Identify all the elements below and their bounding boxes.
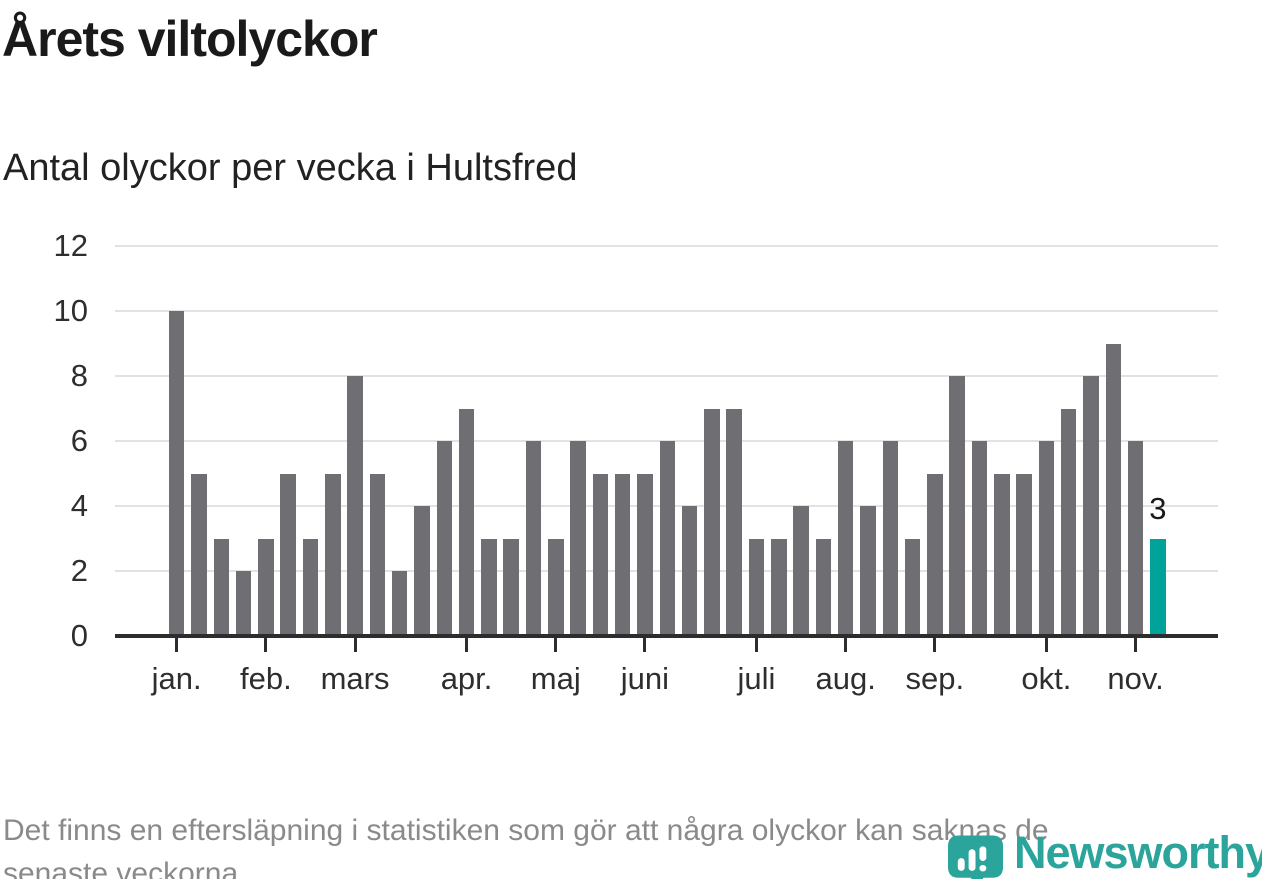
x-axis-tick <box>933 638 937 652</box>
bar <box>302 538 319 636</box>
bar <box>258 538 274 636</box>
bar <box>927 473 943 636</box>
x-axis-tick <box>175 638 179 652</box>
x-axis-month-label: maj <box>530 661 581 696</box>
bar <box>1016 473 1032 636</box>
y-axis-label: 2 <box>70 553 88 588</box>
newsworthy-pin-barchart-icon <box>947 835 1004 879</box>
bar <box>681 506 698 636</box>
y-axis-label: 0 <box>70 618 88 653</box>
bar <box>1127 441 1144 636</box>
bar <box>860 506 876 636</box>
x-axis-tick <box>1044 638 1048 652</box>
footnote: Det finns en eftersläpning i statistiken… <box>3 809 1253 879</box>
bar <box>280 473 296 636</box>
bar <box>503 538 519 636</box>
x-axis-month-label: aug. <box>815 661 876 696</box>
y-axis-label: 10 <box>53 293 88 328</box>
bar <box>837 441 854 636</box>
footnote-line: senaste veckorna. <box>3 857 247 879</box>
newsworthy-wordmark: Newsworthy <box>1014 827 1262 878</box>
bar <box>592 473 609 636</box>
x-axis-tick <box>353 638 357 652</box>
bar <box>1038 441 1055 636</box>
bar <box>726 408 742 636</box>
x-axis-line <box>115 634 1218 638</box>
x-axis-month-label: mars <box>320 661 390 696</box>
bar <box>659 441 675 636</box>
footnote-line: Det finns en eftersläpning i statistiken… <box>3 814 1049 847</box>
x-axis-month-label: feb. <box>239 661 292 696</box>
x-axis-month-label: juni <box>620 661 670 696</box>
bar <box>994 473 1010 636</box>
y-axis-label: 12 <box>53 228 88 263</box>
x-axis-tick <box>643 638 647 652</box>
gridline <box>115 310 1218 312</box>
bar <box>815 538 832 636</box>
gridline <box>115 375 1218 377</box>
bar <box>325 473 341 636</box>
bar <box>191 473 207 636</box>
bar <box>458 408 475 636</box>
page-title: Årets viltolyckor <box>2 11 378 67</box>
x-axis-tick <box>554 638 558 652</box>
bar <box>704 408 720 636</box>
bar <box>1105 343 1121 636</box>
x-axis-tick <box>754 638 758 652</box>
chart-subtitle: Antal olyckor per vecka i Hultsfred <box>3 147 578 189</box>
bar <box>793 506 809 636</box>
y-axis-label: 6 <box>70 423 88 458</box>
y-axis-label: 4 <box>70 488 88 523</box>
bar <box>369 473 386 636</box>
bar <box>971 441 988 636</box>
newsworthy-logo: Newsworthy <box>947 824 1262 879</box>
gridline <box>115 245 1218 247</box>
bar <box>1060 408 1077 636</box>
bar <box>1083 376 1099 636</box>
y-axis-label: 8 <box>70 358 88 393</box>
bar-value-annotation: 3 <box>1149 490 1167 526</box>
bar <box>481 538 497 636</box>
bar <box>213 538 229 636</box>
x-axis-month-label: jan. <box>151 661 202 696</box>
bar <box>436 441 452 636</box>
bar <box>904 538 921 636</box>
x-axis-tick <box>1134 638 1138 652</box>
x-axis-month-label: juli <box>737 661 776 696</box>
bar <box>748 538 765 636</box>
bar <box>637 473 653 636</box>
x-axis-tick <box>465 638 469 652</box>
x-axis-month-label: sep. <box>905 661 965 696</box>
bar <box>347 376 363 636</box>
bar <box>949 376 965 636</box>
bar <box>570 441 586 636</box>
x-axis-tick <box>844 638 848 652</box>
bar <box>525 441 542 636</box>
x-axis-month-label: apr. <box>440 661 493 696</box>
bar <box>391 571 408 636</box>
bar <box>882 441 898 636</box>
bar-highlighted <box>1150 538 1166 636</box>
bar <box>235 571 252 636</box>
x-axis-month-label: nov. <box>1107 661 1164 696</box>
bar <box>168 311 185 636</box>
bar <box>414 506 430 636</box>
bar <box>548 538 564 636</box>
bar <box>614 473 631 636</box>
x-axis-tick <box>264 638 268 652</box>
bar <box>771 538 787 636</box>
x-axis-month-label: okt. <box>1021 661 1072 696</box>
